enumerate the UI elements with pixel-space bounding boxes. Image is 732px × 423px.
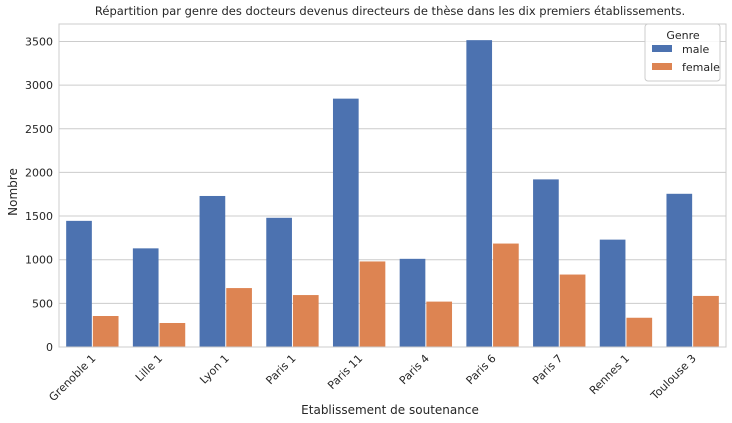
- bar-male: [199, 195, 226, 347]
- bars: [66, 40, 719, 348]
- bar-female: [626, 317, 653, 347]
- x-tick-label: Paris 7: [530, 352, 565, 387]
- legend: Genre male female: [644, 23, 721, 82]
- bar-male: [533, 179, 559, 347]
- x-tick-label: Rennes 1: [587, 352, 632, 397]
- x-tick-label: Lyon 1: [197, 352, 232, 387]
- legend-label-male: male: [682, 43, 710, 56]
- bar-female: [226, 288, 252, 347]
- y-tick-label: 2500: [25, 123, 53, 136]
- legend-title: Genre: [666, 29, 700, 42]
- bar-female: [559, 274, 586, 347]
- x-tick-label: Paris 4: [397, 352, 432, 387]
- bar-male: [666, 193, 693, 347]
- bar-male: [466, 40, 493, 348]
- chart-title: Répartition par genre des docteurs deven…: [95, 4, 685, 18]
- y-axis-title: Nombre: [6, 168, 20, 216]
- gridlines: [59, 40, 726, 348]
- bar-female: [92, 316, 119, 347]
- bar-female: [426, 301, 453, 347]
- x-tick-label: Paris 6: [464, 352, 499, 387]
- bar-male: [132, 248, 159, 347]
- bar-female: [359, 261, 386, 347]
- y-tick-label: 500: [32, 297, 53, 310]
- bar-male: [266, 217, 292, 347]
- y-tick-labels: 0 500 1000 1500 2000 2500 3000 3500: [25, 35, 53, 354]
- y-tick-label: 1000: [25, 254, 53, 267]
- x-tick-label: Paris 1: [263, 352, 298, 387]
- legend-swatch-male: [652, 45, 672, 52]
- bar-male: [66, 220, 92, 347]
- bar-female: [159, 322, 186, 347]
- bar-female: [693, 295, 719, 347]
- legend-label-female: female: [682, 61, 720, 74]
- y-tick-label: 2000: [25, 166, 53, 179]
- y-tick-label: 1500: [25, 210, 53, 223]
- bar-male: [399, 258, 426, 347]
- y-tick-label: 3000: [25, 79, 53, 92]
- bar-female: [292, 295, 319, 347]
- x-tick-label: Grenoble 1: [46, 352, 98, 404]
- x-axis-title: Etablissement de soutenance: [301, 403, 479, 417]
- x-tick-label: Toulouse 3: [648, 352, 699, 403]
- x-tick-label: Paris 11: [325, 352, 365, 392]
- bar-female: [493, 243, 519, 347]
- plot-frame: [58, 23, 727, 348]
- legend-swatch-female: [652, 63, 672, 70]
- bar-male: [332, 98, 359, 347]
- y-tick-label: 0: [46, 341, 53, 354]
- x-tick-label: Lille 1: [133, 352, 165, 384]
- y-tick-label: 3500: [25, 35, 53, 48]
- x-tick-labels: Grenoble 1 Lille 1 Lyon 1 Paris 1 Paris 11 Pa…: [46, 352, 698, 404]
- bar-male: [599, 239, 626, 347]
